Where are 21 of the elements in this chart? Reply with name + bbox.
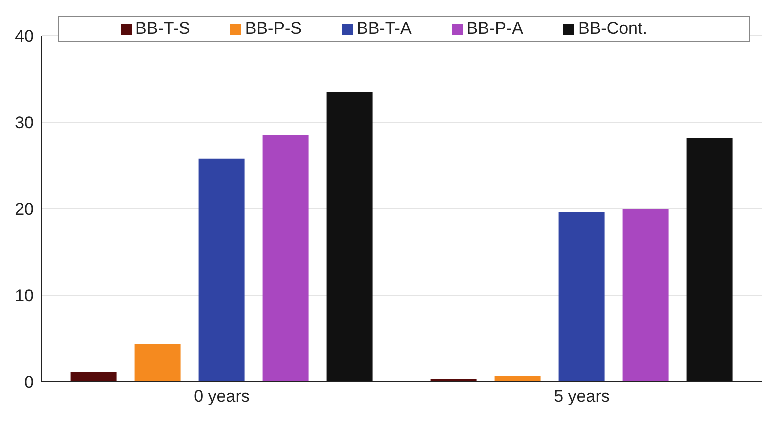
bar [134,344,181,382]
y-tick-label: 40 [15,27,34,46]
y-tick-label: 30 [15,114,34,133]
bar [70,372,117,382]
x-tick-label: 5 years [554,387,610,406]
legend-label: BB-P-A [466,19,524,38]
y-tick-label: 20 [15,200,34,220]
bar [494,376,541,382]
y-tick-label: 10 [15,286,34,306]
legend-label: BB-T-S [136,19,190,38]
bar [558,212,605,382]
legend-label: BB-P-S [245,19,302,38]
legend-label: BB-Cont. [578,19,648,38]
x-tick-label: 0 years [194,387,250,406]
bar [198,158,245,382]
bar [262,135,309,382]
y-tick-label: 0 [24,373,34,392]
bar [686,138,733,382]
legend-label: BB-T-A [357,19,412,38]
bar [622,209,669,382]
bar [326,92,373,382]
